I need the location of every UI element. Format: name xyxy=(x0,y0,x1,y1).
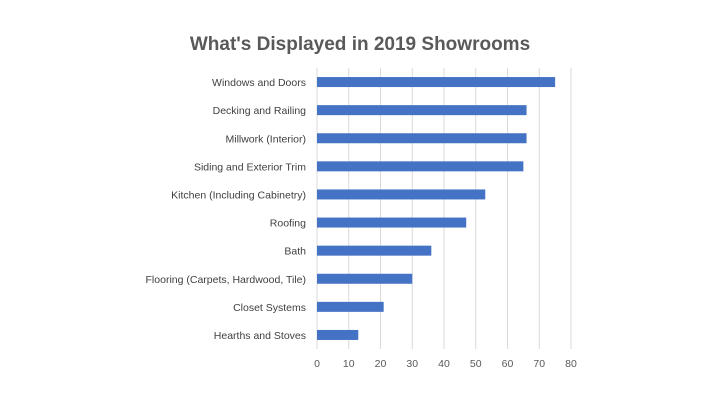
bar xyxy=(317,161,524,172)
bar xyxy=(317,217,467,228)
category-label: Kitchen (Including Cabinetry) xyxy=(171,189,306,201)
x-tick-labels: 0 10 20 30 40 50 60 70 80 xyxy=(314,358,577,370)
x-tick-label: 80 xyxy=(565,358,577,370)
category-label: Closet Systems xyxy=(233,302,306,314)
x-tick-label: 50 xyxy=(470,358,482,370)
x-tick-label: 10 xyxy=(343,358,355,370)
bar xyxy=(317,301,384,312)
x-tick-label: 0 xyxy=(314,358,320,370)
category-label: Siding and Exterior Trim xyxy=(194,161,306,173)
x-tick-label: 70 xyxy=(533,358,545,370)
category-label: Hearths and Stoves xyxy=(214,330,306,342)
category-label: Bath xyxy=(284,246,306,258)
bar xyxy=(317,329,359,340)
category-label: Decking and Railing xyxy=(213,105,307,117)
category-label: Roofing xyxy=(270,218,306,230)
category-labels: Windows and Doors Decking and Railing Mill… xyxy=(146,77,307,342)
chart-title: What's Displayed in 2019 Showrooms xyxy=(189,34,531,55)
x-tick-label: 20 xyxy=(375,358,387,370)
bar xyxy=(317,273,413,284)
bars xyxy=(317,77,556,340)
bar xyxy=(317,189,486,200)
bar xyxy=(317,133,527,144)
x-tick-label: 40 xyxy=(438,358,450,370)
x-tick-label: 60 xyxy=(502,358,514,370)
category-label: Flooring (Carpets, Hardwood, Tile) xyxy=(146,274,306,286)
category-label: Windows and Doors xyxy=(212,77,306,89)
bar xyxy=(317,105,527,116)
bar xyxy=(317,77,556,88)
x-tick-label: 30 xyxy=(406,358,418,370)
category-label: Millwork (Interior) xyxy=(225,133,306,145)
bar xyxy=(317,245,432,256)
